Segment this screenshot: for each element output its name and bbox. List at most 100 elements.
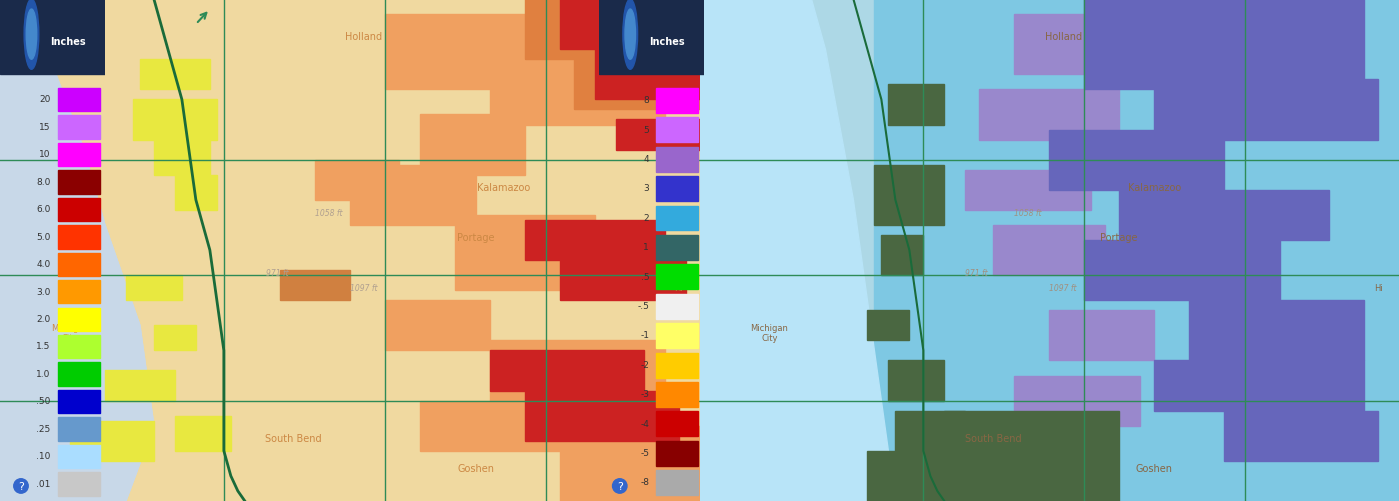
Bar [1049, 130, 1224, 190]
Bar [105, 371, 175, 401]
Bar [1189, 301, 1364, 361]
Text: -.5: -.5 [638, 302, 649, 310]
Bar [560, 0, 686, 50]
Bar [560, 426, 700, 501]
Text: 8: 8 [644, 96, 649, 105]
Text: -8: -8 [641, 477, 649, 486]
Bar [656, 382, 698, 407]
Text: Portage: Portage [1101, 232, 1137, 242]
Bar [656, 118, 698, 143]
Text: 5.0: 5.0 [36, 232, 50, 241]
Text: ?: ? [18, 481, 24, 491]
Text: 6.0: 6.0 [36, 205, 50, 214]
Bar [979, 90, 1119, 140]
Circle shape [24, 0, 39, 70]
Bar [175, 416, 231, 451]
Bar [867, 311, 909, 341]
Bar [1084, 240, 1280, 301]
Text: Inches: Inches [50, 37, 85, 47]
Text: Inches: Inches [649, 37, 684, 47]
Circle shape [27, 10, 36, 60]
Bar [420, 401, 560, 451]
Text: Kalamazoo: Kalamazoo [1128, 182, 1181, 192]
Bar [993, 225, 1105, 276]
Bar [0, 0, 105, 75]
Bar [57, 445, 99, 468]
Text: .50: .50 [36, 397, 50, 405]
Text: Goshen: Goshen [457, 463, 494, 473]
Bar [867, 451, 951, 501]
Circle shape [623, 0, 638, 70]
Bar [154, 140, 210, 175]
Bar [656, 353, 698, 378]
Bar [656, 147, 698, 172]
Bar [656, 265, 698, 290]
Bar [175, 175, 217, 210]
Text: 2.0: 2.0 [36, 315, 50, 323]
Text: 971 ft: 971 ft [965, 269, 988, 278]
Text: 4: 4 [644, 155, 649, 164]
Text: Holland: Holland [1045, 32, 1081, 42]
Bar [490, 35, 665, 125]
Text: .25: .25 [36, 424, 50, 433]
Bar [656, 470, 698, 495]
Text: 1058 ft: 1058 ft [315, 208, 343, 217]
Text: 1058 ft: 1058 ft [1014, 208, 1042, 217]
Bar [656, 441, 698, 466]
Bar [420, 115, 525, 175]
Bar [385, 15, 525, 90]
Text: 3: 3 [644, 184, 649, 193]
Bar [525, 0, 665, 60]
Bar [57, 472, 99, 495]
Bar [656, 206, 698, 231]
Bar [560, 261, 686, 301]
Text: 2: 2 [644, 213, 649, 222]
Text: 20: 20 [39, 95, 50, 104]
Polygon shape [700, 0, 895, 501]
Bar [455, 215, 595, 291]
Text: -2: -2 [641, 360, 649, 369]
Text: 1: 1 [644, 242, 649, 252]
Bar [656, 177, 698, 202]
Bar [895, 411, 965, 461]
Bar [874, 165, 944, 225]
Text: 4.0: 4.0 [36, 260, 50, 269]
Bar [1014, 376, 1140, 426]
Bar [1014, 15, 1119, 75]
Text: Hi: Hi [674, 284, 683, 293]
Polygon shape [0, 0, 154, 501]
Bar [656, 235, 698, 261]
Bar [57, 144, 99, 167]
Circle shape [625, 10, 635, 60]
Text: 1097 ft: 1097 ft [350, 284, 378, 293]
Bar [57, 335, 99, 359]
Bar [1154, 361, 1364, 411]
Bar [57, 308, 99, 331]
Bar [154, 326, 196, 351]
Text: .10: .10 [36, 451, 50, 460]
Bar [57, 417, 99, 441]
Text: 10: 10 [39, 150, 50, 159]
Bar [525, 391, 679, 441]
Bar [315, 160, 399, 200]
Bar [57, 89, 99, 112]
Bar [656, 411, 698, 436]
Bar [490, 341, 665, 401]
Bar [595, 50, 700, 100]
Bar [965, 170, 1091, 210]
Bar [280, 271, 350, 301]
Bar [1154, 80, 1378, 140]
Text: South Bend: South Bend [266, 433, 322, 443]
Polygon shape [874, 0, 1399, 501]
Polygon shape [0, 0, 154, 501]
Text: -4: -4 [641, 419, 649, 428]
Bar [1119, 190, 1329, 240]
Bar [57, 390, 99, 413]
Bar [656, 324, 698, 348]
Bar [140, 60, 210, 90]
Text: 1.0: 1.0 [36, 369, 50, 378]
Bar [70, 421, 154, 461]
Text: Kalamazoo: Kalamazoo [477, 182, 530, 192]
Text: 5: 5 [644, 125, 649, 134]
Bar [57, 198, 99, 221]
